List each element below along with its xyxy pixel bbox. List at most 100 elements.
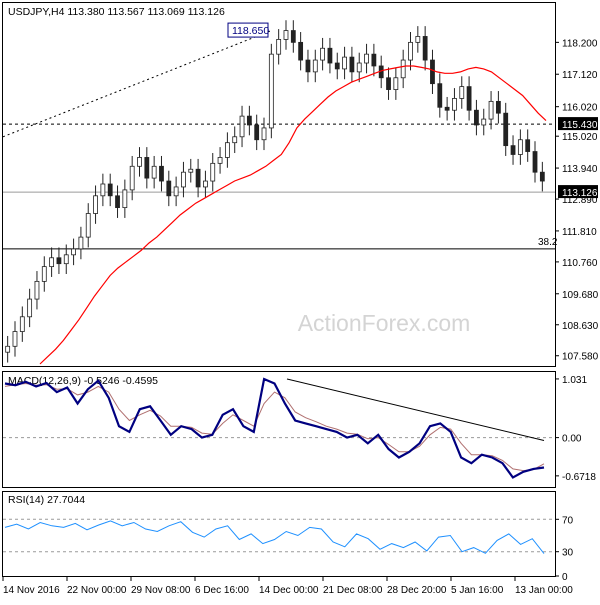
candle-body [371, 53, 377, 67]
candle-body [63, 254, 69, 265]
candle-body [49, 257, 55, 268]
macd-y-tick-label: -0.6718 [562, 472, 596, 483]
x-tick-label: 14 Dec 00:00 [259, 585, 319, 596]
macd-trendline [286, 378, 545, 441]
candle-body [290, 30, 296, 43]
macd-panel-frame [2, 371, 556, 488]
candle-body [386, 77, 391, 90]
macd-line [4, 377, 545, 479]
price-candles [5, 20, 545, 363]
macd-y-tick-label: 0.00 [562, 434, 582, 445]
peak-label-box [227, 22, 269, 38]
candle-body [166, 180, 172, 197]
candle-body [217, 157, 223, 164]
candle-body [422, 36, 428, 61]
candle-body [12, 331, 18, 347]
candle-body [19, 316, 25, 332]
price-y-tick-label: 109.680 [562, 290, 599, 301]
candle-body [408, 41, 413, 61]
resistance-label-box [558, 117, 598, 131]
candle-body [56, 257, 62, 265]
x-tick-label: 5 Jan 16:00 [451, 585, 504, 596]
price-panel-title: USDJPY,H4 113.380 113.567 113.069 113.12… [8, 6, 225, 18]
macd-series: 1.031 0.00 -0.6718 [3, 375, 596, 483]
candle-body [430, 59, 435, 85]
candle-body [107, 183, 113, 197]
peak-label: 118.650 [232, 25, 269, 37]
candle-body [510, 145, 516, 155]
candle-body [246, 115, 252, 126]
x-tick-label: 13 Jan 00:00 [515, 585, 573, 596]
candle-body [356, 62, 362, 73]
price-y-tick-label: 112.890 [562, 195, 598, 206]
candle-body [232, 136, 238, 144]
x-axis: 14 Nov 2016 22 Nov 00:00 29 Nov 08:00 6 Dec… [2, 577, 573, 596]
candle-body [210, 162, 216, 182]
candle-body [283, 30, 289, 40]
candle-body [100, 183, 106, 197]
rsi-series: 70 30 0 [3, 515, 574, 583]
macd-signal-line [4, 382, 545, 472]
candle-body [415, 36, 421, 43]
candle-body [474, 109, 479, 126]
candle-body [452, 98, 457, 111]
candle-body [532, 151, 538, 173]
rsi-y-tick-label: 30 [562, 548, 574, 559]
candle-body [27, 298, 33, 318]
candle-body [71, 248, 76, 256]
fib-label: 38.2 [538, 237, 558, 248]
candle-body [481, 118, 487, 126]
candle-body [400, 59, 406, 79]
macd-panel-title: MACD(12,26,9) -0.5246 -0.4595 [8, 375, 158, 387]
candle-body [466, 86, 472, 111]
candle-body [224, 142, 230, 158]
candle-body [298, 41, 304, 61]
macd-y-tick-label: 1.031 [562, 375, 587, 386]
candle-body [539, 171, 545, 182]
price-y-tick-label: 115.020 [562, 132, 598, 143]
x-tick-label: 28 Dec 20:00 [387, 585, 447, 596]
candle-body [393, 77, 399, 90]
candle-body [495, 100, 501, 114]
candle-body [525, 139, 531, 152]
x-tick-label: 21 Dec 08:00 [323, 585, 383, 596]
candle-body [93, 195, 98, 214]
candle-body [115, 195, 120, 209]
candle-body [342, 56, 347, 70]
price-panel-frame [2, 2, 556, 367]
candle-body [349, 56, 355, 73]
candle-body [261, 127, 267, 141]
candle-body [268, 53, 274, 129]
candle-body [159, 165, 164, 182]
x-tick-label: 29 Nov 08:00 [131, 585, 191, 596]
candle-body [459, 86, 465, 99]
candle-body [173, 186, 179, 197]
candle-body [254, 124, 260, 141]
candle-body [334, 62, 340, 70]
resistance-label: 115.430 [562, 120, 598, 131]
candle-body [239, 115, 245, 138]
candle-body [488, 100, 494, 120]
candle-body [137, 157, 142, 167]
price-levels [2, 30, 555, 250]
candle-body [503, 112, 509, 147]
last-price-label-box [558, 185, 598, 199]
candle-body [151, 165, 157, 179]
candle-body [305, 59, 311, 73]
rsi-y-tick-label: 0 [562, 572, 568, 583]
moving-average-line [39, 65, 547, 365]
price-y-tick-label: 117.120 [562, 70, 598, 81]
price-y-tick-label: 108.630 [562, 321, 599, 332]
price-y-tick-label: 113.940 [562, 164, 598, 175]
candle-body [444, 106, 450, 111]
price-y-tick-label: 116.020 [562, 103, 598, 114]
candle-body [312, 59, 318, 73]
candle-body [122, 189, 128, 209]
candle-body [41, 266, 47, 282]
watermark: ActionForex.com [298, 310, 471, 336]
price-y-axis: 118.200 117.120 116.020 115.020 113.940 112.8… [555, 38, 599, 363]
candle-body [85, 213, 91, 238]
x-tick-label: 22 Nov 00:00 [67, 585, 127, 596]
candle-body [144, 157, 150, 179]
